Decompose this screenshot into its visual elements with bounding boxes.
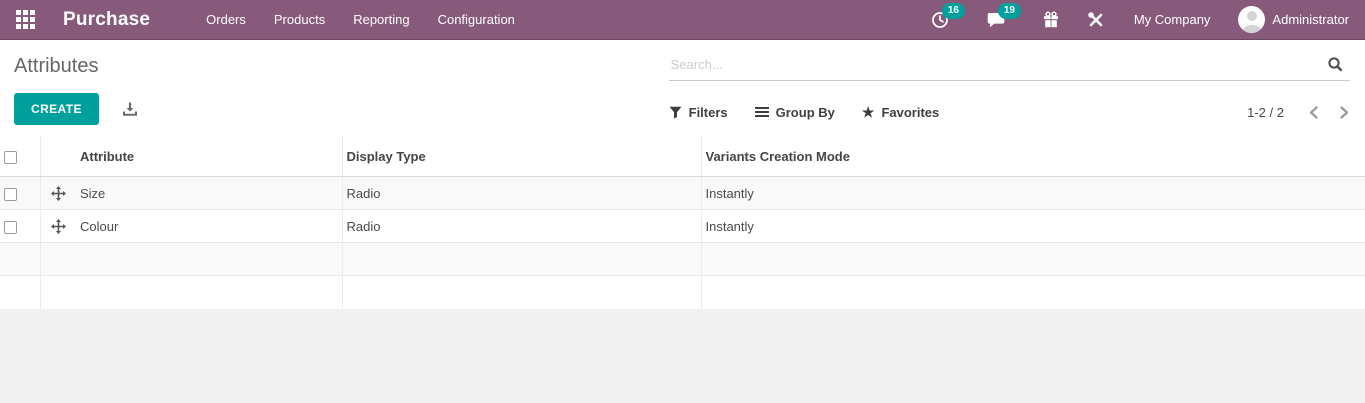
pager-next-button[interactable] (1339, 105, 1350, 120)
drag-handle-icon[interactable] (50, 219, 66, 235)
chevron-right-icon (1339, 105, 1350, 120)
cell-display-type: Radio (341, 176, 701, 210)
page-title: Attributes (14, 55, 99, 77)
apps-grid-icon (15, 10, 35, 29)
menu-reporting[interactable]: Reporting (353, 12, 410, 27)
messages-button[interactable]: 19 (987, 2, 1021, 29)
filter-funnel-icon (669, 106, 682, 119)
control-panel: Attributes CREATE (0, 40, 1365, 136)
search-icon[interactable] (1327, 56, 1344, 73)
column-header-attribute[interactable]: Attribute (76, 136, 342, 178)
main-menu: Orders Products Reporting Configuration (192, 1, 529, 38)
user-menu[interactable]: Administrator (1238, 6, 1349, 33)
pager: 1-2 / 2 (1247, 105, 1350, 120)
group-by-label: Group By (775, 104, 835, 120)
download-icon (122, 101, 138, 117)
cell-attribute: Size (76, 176, 342, 210)
table-header-row: Attribute Display Type Variants Creation… (0, 136, 1365, 178)
row-select-cell (0, 176, 41, 210)
support-tools-button[interactable] (1088, 11, 1104, 28)
row-checkbox[interactable] (4, 187, 17, 201)
filters-label: Filters (688, 104, 728, 120)
menu-orders[interactable]: Orders (206, 12, 246, 27)
create-button[interactable]: CREATE (14, 92, 99, 125)
empty-row (0, 242, 1365, 276)
pager-previous-button[interactable] (1308, 105, 1319, 120)
filters-button[interactable]: Filters (669, 105, 728, 120)
user-name: Administrator (1272, 12, 1349, 27)
attributes-list-table: Attribute Display Type Variants Creation… (0, 136, 1365, 309)
pager-range[interactable]: 1-2 / 2 (1247, 104, 1284, 120)
row-select-cell (0, 209, 41, 243)
cell-display-type: Radio (341, 209, 701, 243)
activities-button[interactable]: 16 (931, 2, 965, 29)
cell-variants-mode: Instantly (700, 209, 1365, 243)
activity-clock-icon (931, 11, 949, 29)
menu-configuration[interactable]: Configuration (437, 12, 515, 27)
select-all-checkbox[interactable] (4, 151, 17, 165)
top-navbar: Purchase Orders Products Reporting Confi… (0, 0, 1365, 40)
row-handle-cell (40, 209, 76, 243)
column-header-variants-mode[interactable]: Variants Creation Mode (700, 136, 1365, 178)
row-checkbox[interactable] (4, 220, 17, 234)
group-by-icon (754, 106, 769, 118)
rewards-button[interactable] (1042, 11, 1060, 29)
table-row[interactable]: Size Radio Instantly (0, 176, 1365, 210)
cell-attribute: Colour (76, 209, 342, 243)
favorites-star-icon: ★ (861, 104, 875, 120)
drag-handle-icon[interactable] (50, 186, 66, 202)
apps-menu-button[interactable] (14, 9, 36, 31)
chevron-left-icon (1308, 105, 1319, 120)
cell-variants-mode: Instantly (700, 176, 1365, 210)
app-title: Purchase (63, 8, 151, 30)
messages-count-badge: 19 (997, 2, 1021, 19)
group-by-button[interactable]: Group By (754, 104, 835, 120)
tools-icon (1088, 11, 1104, 28)
favorites-label: Favorites (881, 104, 940, 120)
company-switcher[interactable]: My Company (1133, 12, 1211, 27)
column-header-display-type[interactable]: Display Type (341, 136, 701, 178)
table-row[interactable]: Colour Radio Instantly (0, 209, 1365, 243)
search-bar (668, 54, 1350, 81)
search-input[interactable] (670, 57, 1327, 72)
menu-products[interactable]: Products (273, 12, 326, 27)
export-button[interactable] (122, 101, 138, 117)
handle-header-cell (40, 136, 76, 178)
select-all-cell (0, 136, 41, 178)
navbar-systray: 16 19 (905, 2, 1349, 33)
favorites-button[interactable]: ★ Favorites (862, 105, 939, 120)
gift-icon (1042, 11, 1060, 29)
row-handle-cell (40, 176, 76, 210)
empty-row (0, 275, 1365, 309)
user-avatar (1238, 6, 1266, 33)
activities-count-badge: 16 (941, 2, 965, 19)
